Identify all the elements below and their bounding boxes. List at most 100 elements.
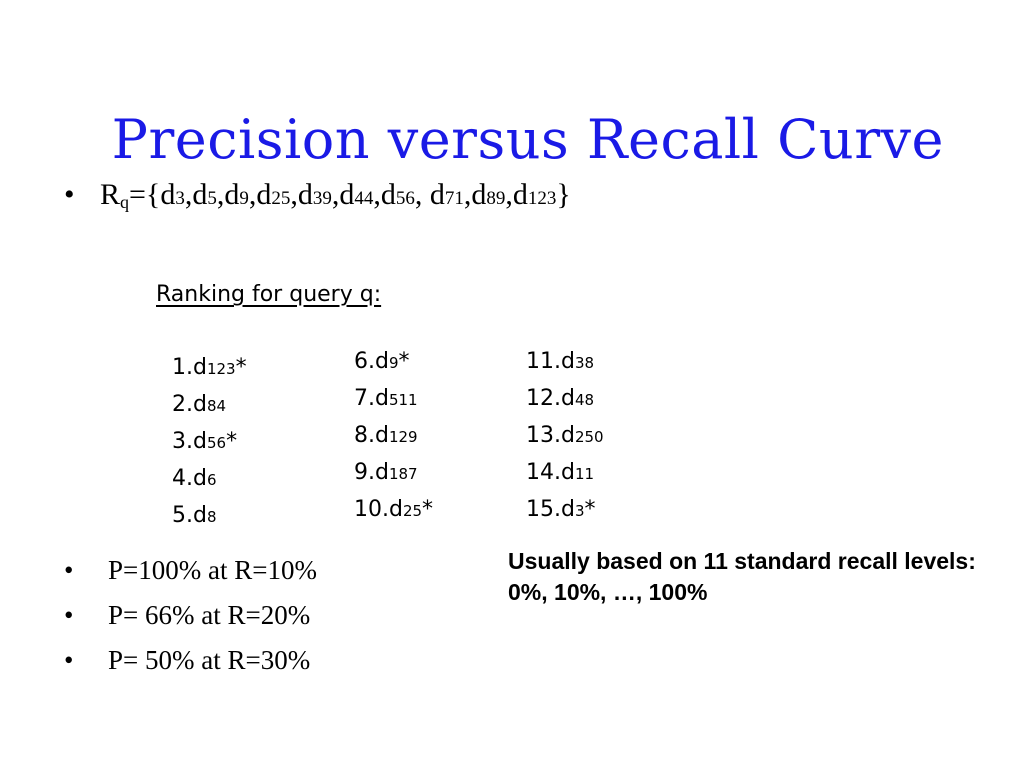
ranking-entry: 14.d11 xyxy=(526,455,604,492)
ranking-entry-rank: 1.d xyxy=(172,355,207,380)
ranking-heading: Ranking for query q: xyxy=(156,282,382,307)
ranking-entry: 13.d250 xyxy=(526,418,604,455)
relevant-doc-number: 39 xyxy=(312,188,332,209)
relevant-set-prefix: R xyxy=(100,178,121,211)
relevant-doc-number: 123 xyxy=(527,188,557,209)
relevant-doc-letter: d xyxy=(297,178,313,211)
precision-point-text: P= 50% at R=30% xyxy=(108,645,311,675)
relevant-doc-number: 3 xyxy=(175,188,185,209)
relevant-set-close: } xyxy=(556,178,571,211)
bullet-dot: • xyxy=(64,178,75,211)
ranking-entry-rank: 14.d xyxy=(526,460,575,485)
relevant-doc-letter: d xyxy=(512,178,528,211)
relevant-doc-number: 44 xyxy=(354,188,374,209)
ranking-entry-rank: 5.d xyxy=(172,503,207,528)
relevant-doc-number: 9 xyxy=(239,188,249,209)
bullet-dot: • xyxy=(64,555,74,585)
relevant-doc-letter: d xyxy=(339,178,355,211)
relevant-doc-separator: , xyxy=(505,178,513,211)
relevant-marker: * xyxy=(422,497,434,522)
relevant-doc-letter: d xyxy=(160,178,176,211)
ranking-entry: 15.d3* xyxy=(526,492,604,529)
recall-levels-note: Usually based on 11 standard recall leve… xyxy=(508,548,976,605)
relevant-doc-separator: , xyxy=(373,178,381,211)
relevant-doc-letter: d xyxy=(192,178,208,211)
ranking-entry: 9.d187 xyxy=(354,455,433,492)
relevant-marker: * xyxy=(398,349,410,374)
ranking-entry: 8.d129 xyxy=(354,418,433,455)
relevant-set-items: d3,d5,d9,d25,d39,d44,d56, d71,d89,d123 xyxy=(160,178,556,211)
ranking-entry-rank: 3.d xyxy=(172,429,207,454)
ranking-entry: 2.d84 xyxy=(172,387,247,424)
ranking-entry: 7.d511 xyxy=(354,381,433,418)
relevant-doc-number: 56 xyxy=(395,188,415,209)
relevant-marker: * xyxy=(235,355,247,380)
ranking-entry-rank: 8.d xyxy=(354,423,389,448)
ranking-entry-rank: 7.d xyxy=(354,386,389,411)
ranking-entry-doc-number: 48 xyxy=(574,391,595,409)
relevant-doc-number: 89 xyxy=(486,188,506,209)
relevant-doc-letter: d xyxy=(224,178,240,211)
relevant-doc-separator: , xyxy=(331,178,340,211)
ranking-column-1: 1.d123* 2.d84 3.d56* 4.d6 5.d8 xyxy=(172,350,247,535)
relevant-doc-separator: , xyxy=(463,178,472,211)
relevant-doc-separator: , xyxy=(248,178,257,211)
relevant-doc-number: 25 xyxy=(271,188,291,209)
ranking-entry-doc-number: 9 xyxy=(388,354,399,372)
bullet-dot: • xyxy=(64,600,74,630)
ranking-entry: 4.d6 xyxy=(172,461,247,498)
ranking-column-3: 11.d38 12.d48 13.d250 14.d11 15.d3* xyxy=(526,344,604,529)
ranking-entry-doc-number: 129 xyxy=(388,428,418,446)
relevant-set-open: ={ xyxy=(129,178,161,211)
precision-points-list: • P=100% at R=10% • P= 66% at R=20% • P= 50… xyxy=(64,548,317,683)
relevant-doc-letter: d xyxy=(422,178,445,211)
ranking-entry-doc-number: 38 xyxy=(574,354,595,372)
ranking-entry: 3.d56* xyxy=(172,424,247,461)
relevant-doc-letter: d xyxy=(380,178,396,211)
ranking-entry: 11.d38 xyxy=(526,344,604,381)
relevant-marker: * xyxy=(584,497,596,522)
ranking-entry-rank: 13.d xyxy=(526,423,575,448)
ranking-entry-rank: 9.d xyxy=(354,460,389,485)
relevant-marker: * xyxy=(226,429,238,454)
ranking-column-2: 6.d9* 7.d511 8.d129 9.d187 10.d25* xyxy=(354,344,433,529)
ranking-entry: 12.d48 xyxy=(526,381,604,418)
ranking-entry-doc-number: 187 xyxy=(388,465,418,483)
ranking-entry: 10.d25* xyxy=(354,492,433,529)
ranking-entry-doc-number: 3 xyxy=(574,502,585,520)
relevant-doc-number: 71 xyxy=(444,188,464,209)
ranking-entry-rank: 6.d xyxy=(354,349,389,374)
relevant-doc-letter: d xyxy=(471,178,487,211)
ranking-entry-doc-number: 84 xyxy=(206,397,227,415)
relevant-set-bullet: • Rq={d3,d5,d9,d25,d39,d44,d56, d71,d89,d… xyxy=(64,178,571,213)
ranking-entry-doc-number: 250 xyxy=(574,428,604,446)
ranking-entry-doc-number: 25 xyxy=(402,502,423,520)
ranking-entry-doc-number: 123 xyxy=(206,360,236,378)
ranking-entry-doc-number: 6 xyxy=(206,471,217,489)
ranking-entry: 5.d8 xyxy=(172,498,247,535)
ranking-entry-rank: 12.d xyxy=(526,386,575,411)
ranking-entry-rank: 15.d xyxy=(526,497,575,522)
precision-point: • P= 66% at R=20% xyxy=(64,593,317,638)
precision-point-text: P= 66% at R=20% xyxy=(108,600,311,630)
precision-point: • P=100% at R=10% xyxy=(64,548,317,593)
relevant-doc-separator: , xyxy=(184,178,193,211)
relevant-doc-letter: d xyxy=(256,178,272,211)
ranking-entry-doc-number: 8 xyxy=(206,508,217,526)
ranking-entry-rank: 11.d xyxy=(526,349,575,374)
ranking-entry-doc-number: 56 xyxy=(206,434,227,452)
slide-title: Precision versus Recall Curve xyxy=(111,108,944,171)
ranking-entry-rank: 4.d xyxy=(172,466,207,491)
bullet-dot: • xyxy=(64,645,74,675)
ranking-entry-doc-number: 511 xyxy=(388,391,418,409)
relevant-doc-separator: , xyxy=(414,178,423,211)
precision-point-text: P=100% at R=10% xyxy=(108,555,317,585)
ranking-entry-rank: 2.d xyxy=(172,392,207,417)
ranking-entry-doc-number: 11 xyxy=(574,465,595,483)
ranking-entry-rank: 10.d xyxy=(354,497,403,522)
precision-point: • P= 50% at R=30% xyxy=(64,638,317,683)
relevant-doc-separator: , xyxy=(216,178,225,211)
ranking-entry: 1.d123* xyxy=(172,350,247,387)
relevant-doc-number: 5 xyxy=(207,188,217,209)
relevant-doc-separator: , xyxy=(290,178,298,211)
